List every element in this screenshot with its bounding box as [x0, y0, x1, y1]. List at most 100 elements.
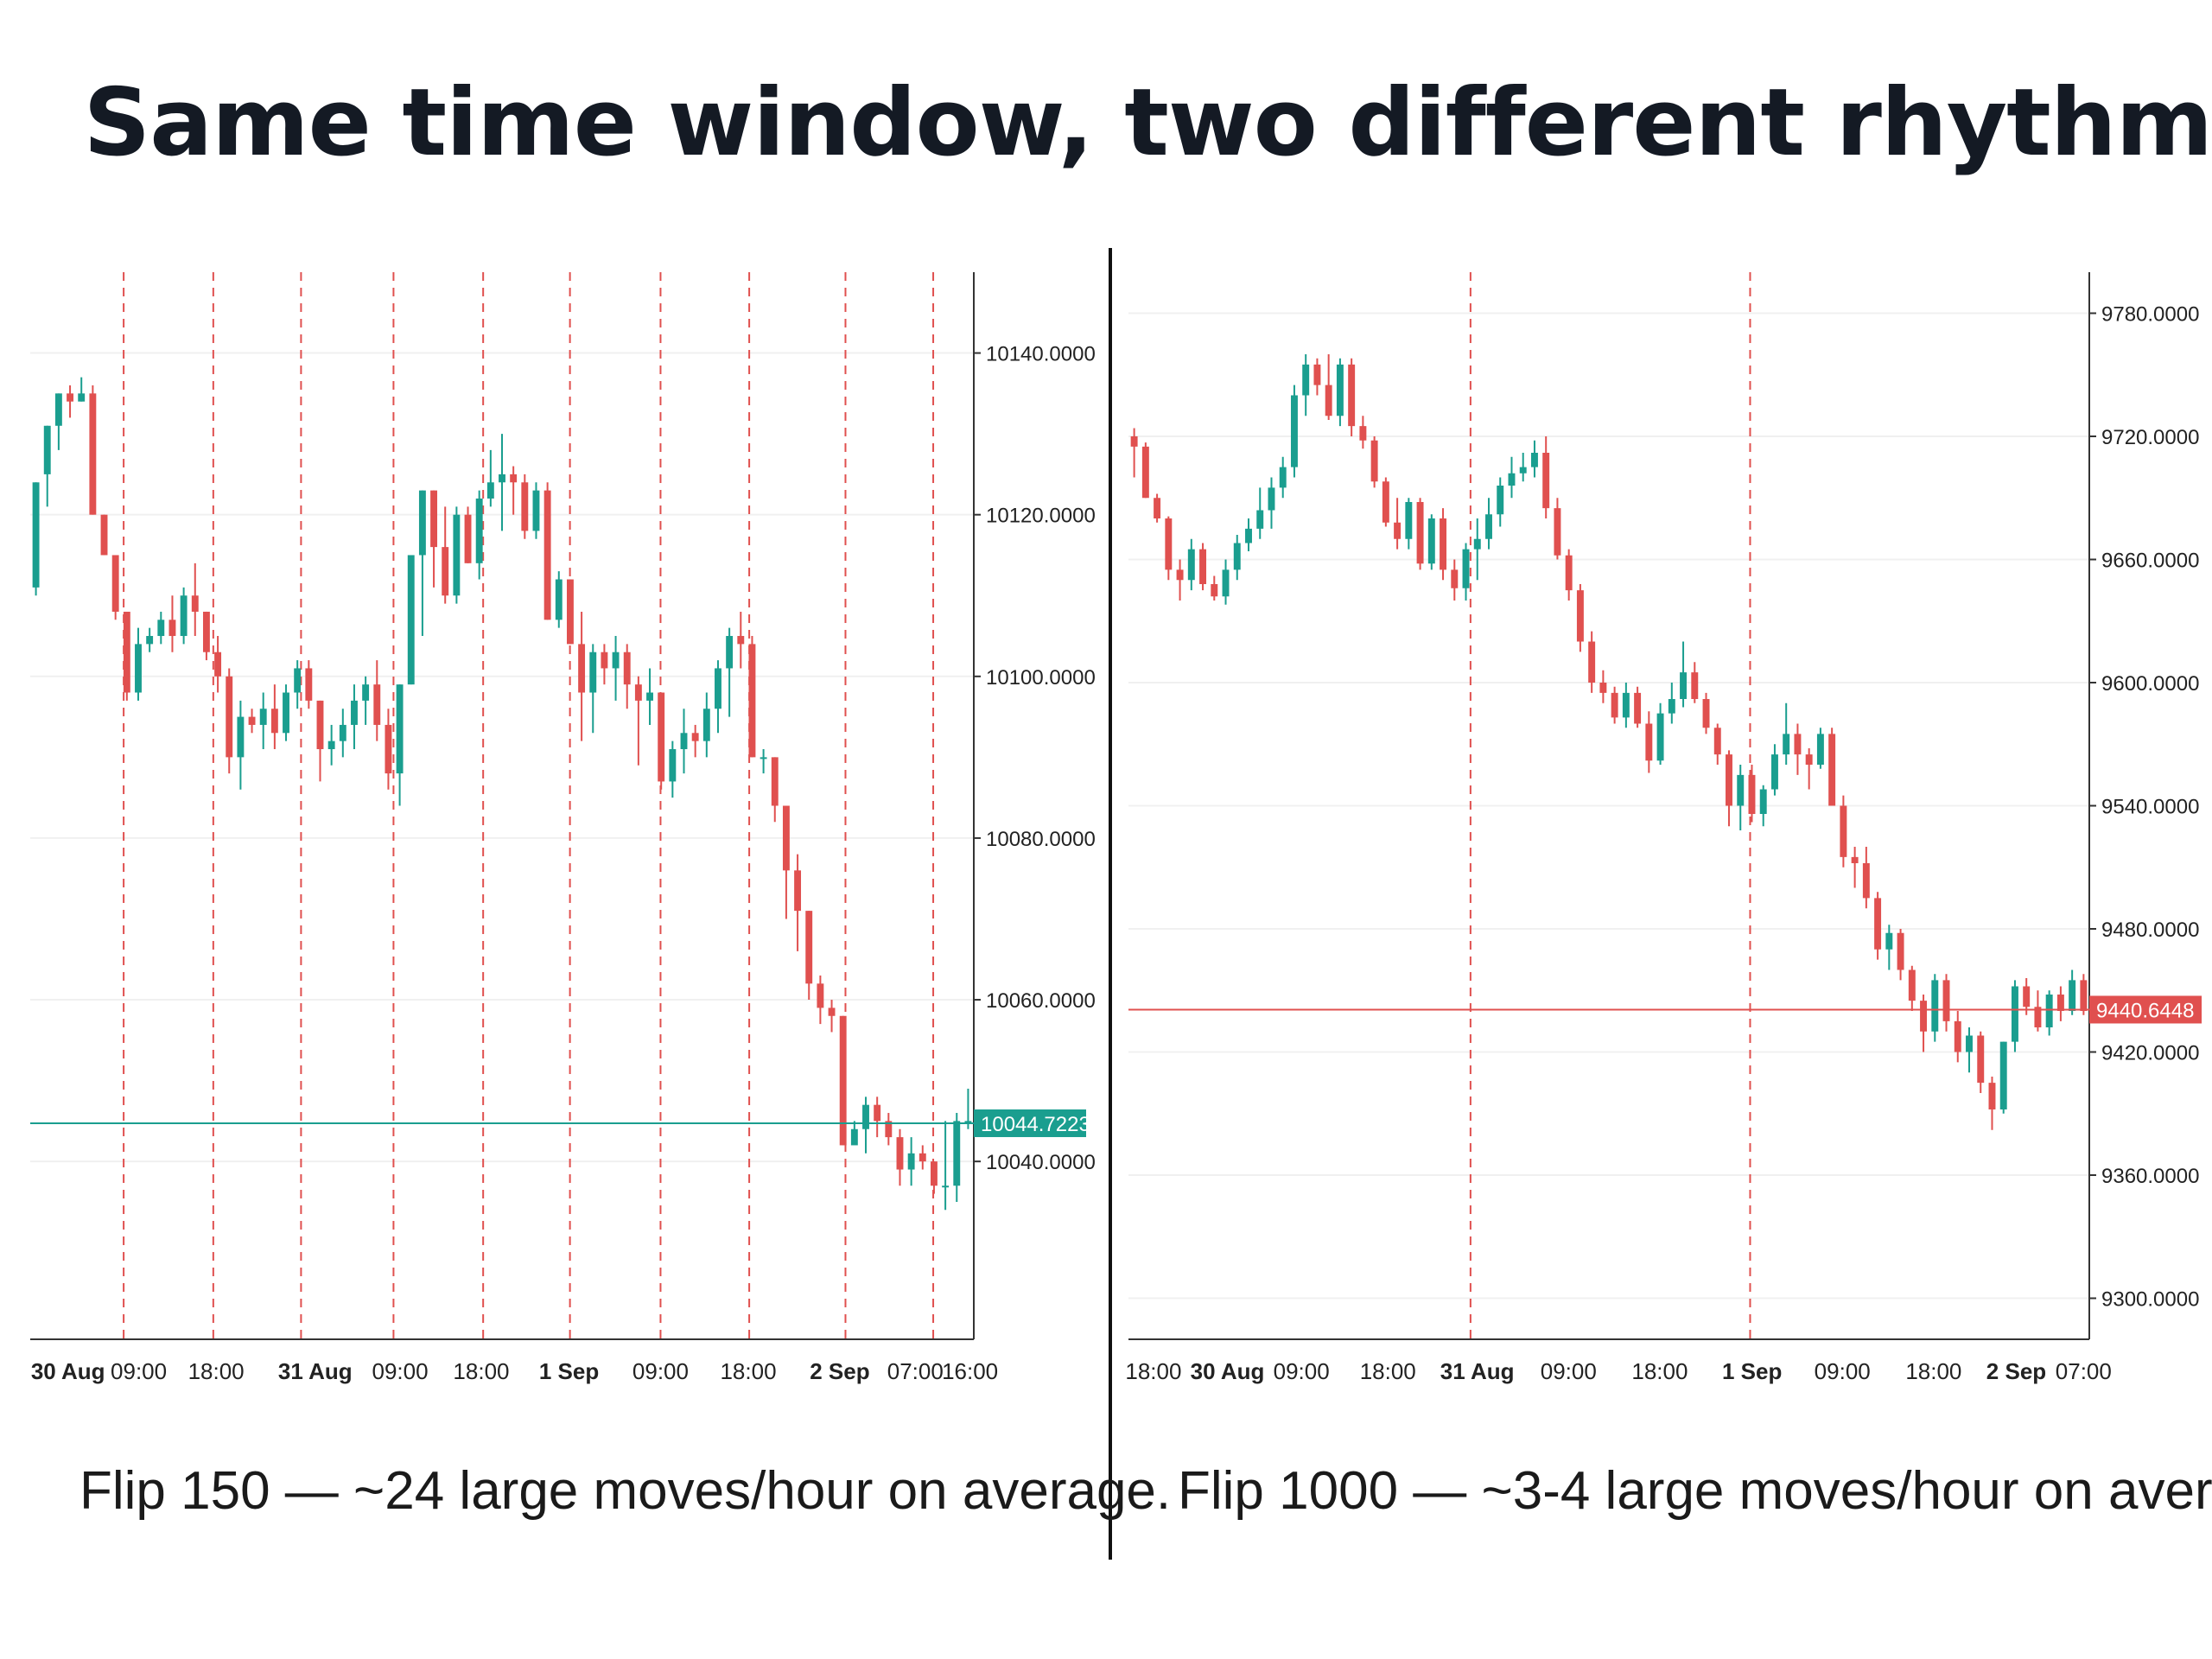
left-candle-body [862, 1104, 869, 1129]
page-title: Same time window, two different rhythms [83, 69, 2212, 177]
left-candle-body [896, 1137, 904, 1170]
right-candle-body [2045, 995, 2053, 1027]
left-candle-body [794, 870, 802, 912]
left-candle-body [202, 611, 210, 652]
left-candle-body [737, 636, 745, 645]
right-x-tick-label: 09:00 [1274, 1358, 1330, 1384]
right-candle-body [1748, 774, 1756, 814]
left-candle-body [248, 716, 256, 725]
right-candle-body [1497, 486, 1504, 515]
right-y-tick-label: 9780.0000 [2101, 303, 2199, 327]
left-candle-body [817, 983, 824, 1008]
left-candle-body [680, 733, 688, 750]
left-candle-body [78, 393, 86, 402]
right-candle-body [1999, 1041, 2007, 1109]
left-candle-body [111, 555, 119, 612]
left-candle-body [475, 498, 483, 563]
left-candle-body [658, 692, 665, 782]
right-candle-body [1668, 699, 1675, 714]
right-candle-body [1726, 754, 1732, 806]
right-candle-body [1737, 774, 1745, 806]
left-candle-body [953, 1121, 961, 1186]
right-candle-body [1554, 508, 1561, 556]
left-candle-body [931, 1161, 938, 1186]
right-candle-body [1199, 549, 1207, 584]
left-candle-body [43, 425, 51, 474]
right-candle-body [1702, 699, 1710, 728]
left-candle-body [407, 555, 415, 685]
right-candle-body [1462, 549, 1470, 588]
left-x-tick-label: 30 Aug [31, 1358, 105, 1384]
left-x-tick-label: 18:00 [453, 1358, 509, 1384]
right-candle-body [1576, 590, 1584, 642]
left-candle-body [464, 514, 472, 563]
right-candle-body [1348, 364, 1356, 427]
right-candle-body [1691, 672, 1699, 699]
left-candlestick-chart: 10140.0000 10120.0000 10100.0000 10080.0000… [30, 272, 1096, 1384]
right-candle-body [1233, 543, 1241, 570]
left-y-tick-label: 10080.0000 [986, 828, 1096, 851]
right-candle-body [1713, 728, 1721, 755]
left-candle-body [612, 652, 620, 669]
right-candle-body [2034, 1007, 2042, 1027]
left-x-tick-label: 1 Sep [539, 1358, 599, 1384]
left-candle-body [578, 644, 586, 693]
left-candle-body [157, 620, 165, 637]
left-candle-body [259, 709, 267, 725]
left-candle-body [362, 684, 370, 701]
left-candle-body [646, 692, 653, 701]
left-candle-body [702, 709, 710, 741]
right-candle-body [2011, 986, 2018, 1042]
left-candle-body [589, 652, 597, 693]
left-x-tick-label: 2 Sep [810, 1358, 869, 1384]
left-x-tick-label: 09:00 [372, 1358, 429, 1384]
left-candle-body [532, 490, 540, 531]
left-y-tick-label: 10140.0000 [986, 343, 1096, 366]
right-candle-body [2069, 980, 2076, 1011]
left-candle-body [634, 684, 642, 701]
right-candle-body [1931, 980, 1939, 1032]
left-candle-body [499, 474, 505, 483]
right-candle-body [1187, 549, 1195, 581]
right-candle-body [1245, 528, 1252, 543]
left-candle-body [327, 741, 335, 750]
right-y-tick-label: 9540.0000 [2101, 796, 2199, 819]
left-candle-body [430, 490, 438, 548]
right-candle-body [1485, 514, 1492, 539]
right-candle-body [1130, 436, 1138, 447]
right-candle-body [1634, 692, 1642, 724]
right-x-tick-label: 18:00 [1631, 1358, 1688, 1384]
right-candle-body [1165, 518, 1173, 570]
left-candle-body [623, 652, 631, 685]
right-candle-body [1416, 502, 1424, 564]
left-candle-body [373, 684, 381, 725]
left-candle-body [521, 482, 529, 531]
right-candle-body [2080, 980, 2088, 1011]
left-candle-body [270, 709, 278, 734]
left-candle-body [135, 644, 142, 693]
right-candle-body [1382, 481, 1389, 523]
left-candle-body [828, 1007, 836, 1016]
right-x-tick-label: 18:00 [1905, 1358, 1961, 1384]
left-chart-caption: Flip 150 — ~24 large moves/hour on avera… [79, 1461, 1172, 1521]
right-x-tick-label: 09:00 [1541, 1358, 1597, 1384]
right-candle-body [1828, 734, 1836, 806]
right-candle-body [1862, 863, 1870, 899]
right-x-tick-label: 07:00 [2056, 1358, 2112, 1384]
right-candle-body [1302, 364, 1310, 396]
left-x-tick-label: 09:00 [111, 1358, 167, 1384]
right-candle-body [1897, 932, 1904, 970]
right-candle-body [1325, 385, 1332, 416]
right-candle-body [1336, 364, 1344, 416]
right-x-tick-label: 2 Sep [1986, 1358, 2046, 1384]
left-candle-body [850, 1128, 858, 1146]
left-last-price-badge [974, 1109, 1086, 1137]
right-candle-body [1313, 364, 1321, 385]
left-candle-body [691, 733, 699, 741]
left-candle-body [760, 757, 767, 760]
right-candle-body [1920, 1001, 1928, 1032]
right-candle-body [1290, 395, 1298, 467]
right-y-tick-label: 9480.0000 [2101, 918, 2199, 942]
left-candle-body [874, 1104, 881, 1122]
right-candle-body [1988, 1083, 1996, 1109]
